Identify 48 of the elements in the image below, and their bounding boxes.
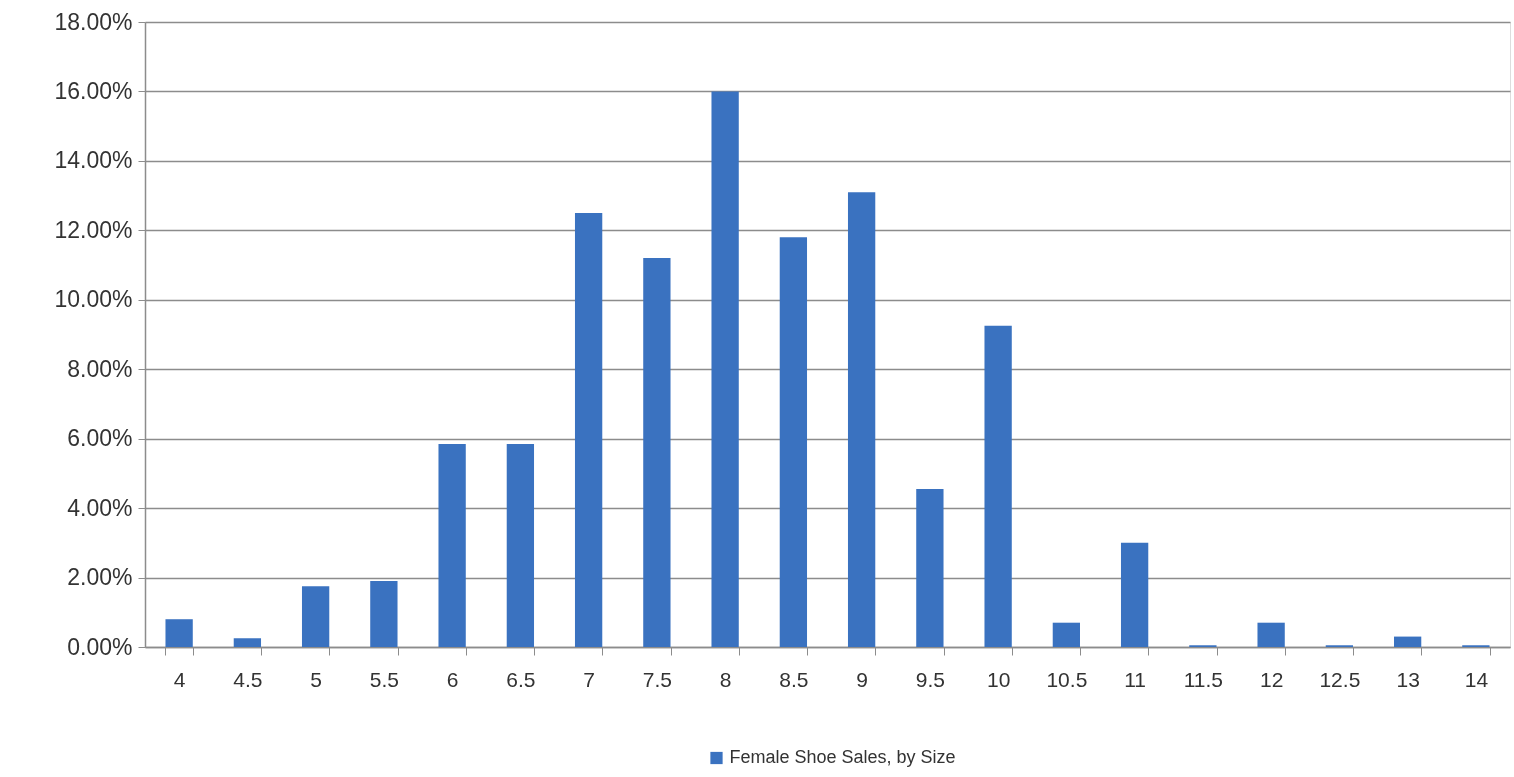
- legend-label: Female Shoe Sales, by Size: [729, 747, 956, 767]
- bar: [916, 489, 944, 647]
- y-tick-label: 6.00%: [67, 425, 133, 452]
- bar: [1052, 622, 1081, 647]
- y-tick-label: 12.00%: [54, 216, 133, 243]
- x-tick-label: 9: [856, 667, 868, 691]
- x-tick-label: 4: [173, 667, 186, 691]
- y-tick-label: 10.00%: [54, 286, 133, 313]
- bar: [643, 258, 671, 647]
- y-tick-label: 8.00%: [67, 355, 133, 382]
- x-tick-label: 8.5: [779, 667, 809, 691]
- bar: [1120, 542, 1149, 647]
- x-tick-label: 11.5: [1183, 667, 1224, 691]
- y-tick-label: 16.00%: [54, 77, 133, 104]
- y-tick-label: 18.00%: [54, 8, 133, 35]
- x-tick-label: 12: [1259, 667, 1284, 691]
- bar: [779, 237, 808, 647]
- x-tick-label: 10: [986, 667, 1011, 691]
- x-tick-label: 7: [583, 667, 595, 691]
- bar: [574, 212, 603, 647]
- y-tick-label: 2.00%: [67, 564, 133, 591]
- x-tick-label: 10.5: [1046, 667, 1088, 691]
- x-tick-label: 8: [719, 667, 732, 691]
- y-tick-label: 0.00%: [67, 633, 133, 660]
- x-tick-label: 4.5: [233, 667, 263, 691]
- bar: [984, 325, 1012, 647]
- x-tick-label: 5: [310, 667, 322, 691]
- bar: [370, 581, 398, 647]
- bar: [233, 638, 262, 647]
- x-tick-label: 6.5: [506, 667, 536, 691]
- x-tick-label: 12.5: [1319, 667, 1361, 691]
- x-tick-label: 11: [1124, 667, 1147, 691]
- x-tick-label: 13: [1396, 667, 1420, 691]
- bar: [847, 192, 876, 647]
- x-tick-label: 7.5: [642, 667, 672, 691]
- bar: [1257, 622, 1285, 647]
- x-tick-label: 6: [446, 667, 459, 691]
- bar: [301, 586, 330, 647]
- bar: [711, 91, 739, 647]
- bar: [1393, 636, 1422, 647]
- bar: [165, 619, 193, 647]
- y-tick-label: 4.00%: [67, 494, 133, 521]
- x-tick-label: 9.5: [915, 667, 945, 691]
- y-tick-label: 14.00%: [54, 147, 133, 174]
- x-tick-label: 5.5: [369, 667, 399, 691]
- bar: [438, 443, 466, 647]
- x-tick-label: 14: [1464, 667, 1489, 691]
- bar: [506, 443, 535, 647]
